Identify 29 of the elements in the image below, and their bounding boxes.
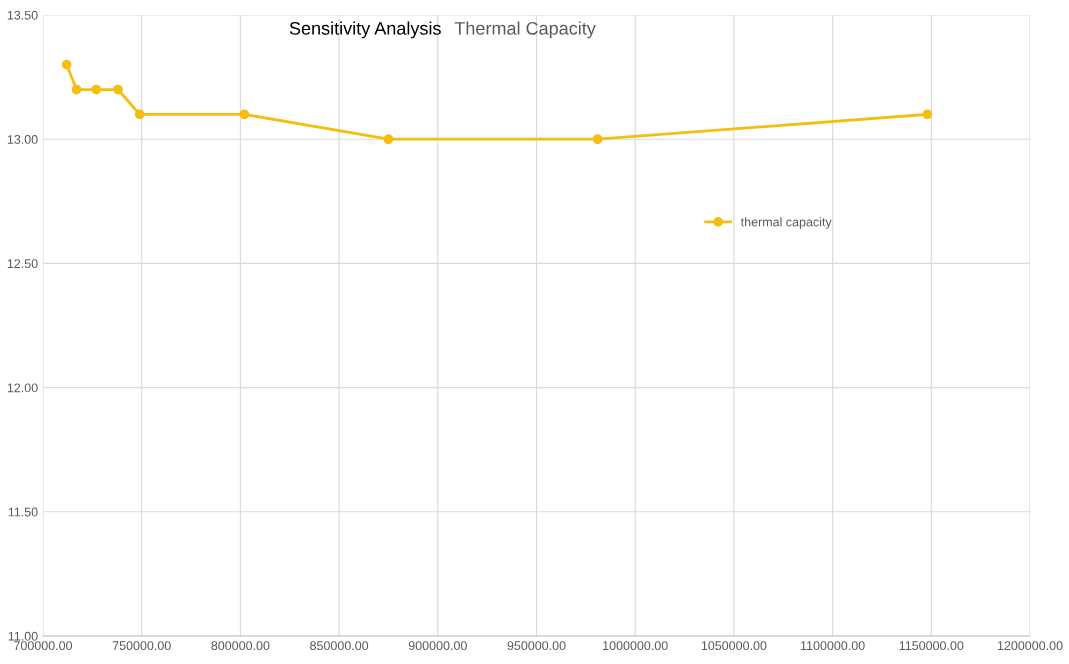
y-tick-label: 11.00 (8, 631, 38, 641)
point (91, 84, 102, 95)
point (113, 84, 123, 95)
point (61, 59, 72, 70)
y-tick-label: 11.50 (8, 507, 38, 517)
point (239, 109, 250, 120)
point (134, 109, 145, 120)
y-tick-label: 13.00 (7, 135, 38, 144)
x-tick-label: 1150000.00 (899, 641, 964, 651)
y-tick-label: 12.50 (7, 259, 38, 269)
y-tick-label: 13.50 (7, 10, 38, 20)
point (71, 84, 82, 95)
x-tick-label: 1000000.00 (603, 641, 668, 651)
x-tick-label: 1200000.00 (997, 641, 1063, 651)
x-tick-label: 1100000.00 (801, 641, 865, 651)
x-tick-label: 800000.00 (211, 641, 270, 651)
x-tick-label: 700000.00 (14, 641, 73, 651)
x-tick-label: 1050000.00 (701, 641, 767, 651)
point (922, 109, 933, 120)
chart-title: Sensitivity Analysis (289, 21, 441, 39)
point (592, 134, 603, 145)
point (383, 134, 394, 145)
y-tick-label: 12.00 (7, 383, 38, 393)
x-tick-label: 950000.00 (507, 641, 566, 651)
legend-label: thermal capacity (740, 217, 832, 229)
chart-subtitle: Thermal Capacity (454, 21, 596, 39)
x-tick-label: 900000.00 (408, 641, 467, 651)
x-tick-label: 750000.00 (112, 641, 171, 651)
x-tick-label: 850000.00 (310, 641, 369, 651)
